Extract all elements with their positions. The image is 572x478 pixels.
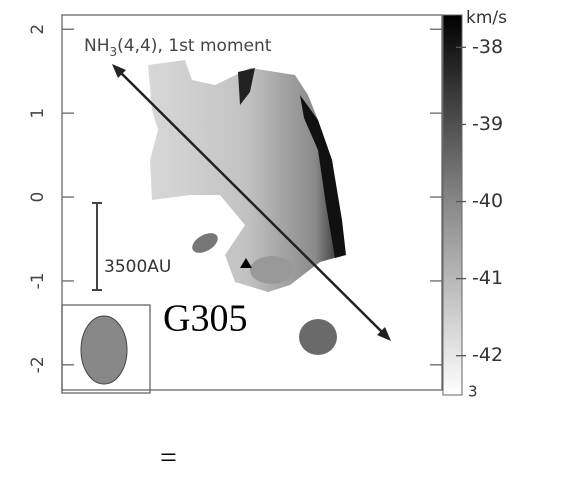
colorbar-tick-label: -38 (472, 36, 503, 58)
footer: = (160, 441, 177, 474)
y-tick-label: -1 (28, 272, 48, 289)
colorbar-tick-label: -41 (472, 267, 503, 289)
colorbar-cut-label: 3 (468, 383, 478, 401)
blob (250, 256, 294, 284)
y-tick-label: -2 (28, 356, 48, 373)
colorbar (443, 15, 462, 395)
emission-map (62, 60, 391, 393)
scale-label: 3500AU (104, 257, 171, 277)
y-tick-label: 1 (28, 108, 48, 119)
colorbar-tick-label: -40 (472, 190, 503, 212)
title-main: NH (84, 36, 110, 56)
blob (189, 229, 221, 257)
blob (299, 319, 337, 355)
colorbar-tick-label: -39 (472, 113, 503, 135)
colorbar-tick-label: -42 (472, 344, 503, 366)
beam (81, 316, 127, 384)
title-rest: (4,4), 1st moment (117, 36, 272, 56)
figure: NH3(4,4), 1st moment km/s 3 3500AU G305 … (0, 0, 572, 474)
source-label: G305 (163, 298, 247, 340)
title-sub: 3 (110, 45, 118, 59)
y-tick-label: 2 (28, 24, 48, 35)
title: NH3(4,4), 1st moment (84, 36, 272, 59)
colorbar-label: km/s (466, 8, 507, 28)
y-tick-label: 0 (28, 192, 48, 203)
